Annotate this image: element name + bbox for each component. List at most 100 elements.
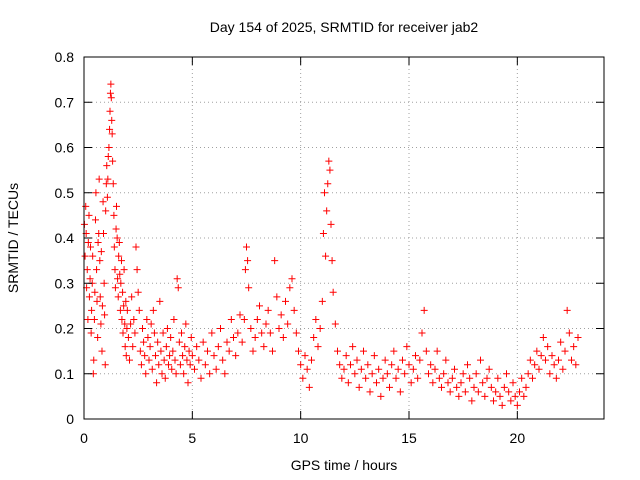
data-point	[90, 315, 98, 323]
data-point	[531, 361, 539, 369]
data-point	[275, 325, 283, 332]
data-point	[490, 397, 497, 405]
data-point	[127, 320, 135, 328]
y-tick-label: 0.6	[55, 140, 75, 156]
data-point	[217, 325, 224, 332]
data-point	[134, 288, 142, 296]
data-point	[507, 397, 515, 405]
data-point	[146, 343, 154, 351]
data-point	[357, 365, 365, 373]
data-point	[136, 347, 144, 355]
data-point	[116, 270, 124, 278]
data-point	[240, 315, 248, 323]
data-point	[184, 379, 192, 387]
data-point	[214, 343, 222, 351]
data-point	[180, 370, 188, 378]
data-point	[106, 107, 114, 115]
data-point	[88, 306, 96, 314]
data-point	[370, 352, 378, 360]
data-point	[191, 365, 198, 373]
data-point	[107, 94, 115, 102]
data-point	[124, 334, 132, 342]
data-point	[420, 306, 428, 314]
data-point	[513, 401, 521, 409]
data-point	[498, 401, 506, 409]
data-point	[399, 356, 406, 364]
data-point	[292, 329, 300, 337]
data-point	[178, 329, 185, 337]
data-point	[132, 243, 140, 251]
data-point	[518, 374, 526, 382]
data-point	[238, 338, 246, 346]
data-point	[258, 329, 266, 337]
data-point	[159, 329, 167, 337]
data-point	[97, 320, 105, 328]
data-point	[414, 374, 422, 382]
data-point	[141, 352, 149, 360]
data-point	[548, 352, 556, 360]
data-point	[386, 383, 393, 391]
data-point	[126, 356, 133, 364]
data-point	[466, 374, 474, 382]
data-point	[468, 397, 476, 405]
data-point	[459, 370, 467, 378]
data-point	[366, 388, 374, 396]
data-point	[542, 356, 549, 364]
data-point	[157, 347, 165, 355]
data-point	[444, 379, 452, 387]
data-point	[174, 284, 182, 292]
data-point	[123, 306, 131, 314]
data-point	[455, 392, 463, 400]
data-point	[241, 266, 249, 274]
data-point	[416, 356, 424, 364]
data-point	[206, 370, 214, 378]
data-point	[84, 239, 92, 247]
y-tick-label: 0	[66, 411, 74, 427]
data-point	[284, 320, 292, 328]
data-point	[188, 352, 196, 360]
data-point	[137, 361, 145, 369]
x-tick-label: 0	[80, 430, 88, 446]
data-point	[148, 365, 156, 373]
data-point	[524, 370, 532, 378]
data-point	[442, 356, 450, 364]
data-point	[334, 347, 341, 355]
data-point	[81, 252, 89, 260]
data-point	[169, 347, 177, 355]
data-point	[130, 315, 138, 323]
data-point	[266, 329, 274, 337]
data-point	[297, 361, 305, 369]
data-point	[173, 275, 181, 283]
data-point	[90, 356, 98, 364]
data-point	[85, 211, 93, 219]
data-point	[110, 211, 118, 219]
data-point	[114, 275, 122, 283]
data-point	[409, 365, 417, 373]
data-point	[199, 338, 207, 346]
data-point	[407, 379, 415, 387]
data-point	[405, 361, 413, 369]
data-point	[379, 374, 387, 382]
data-point	[131, 329, 139, 337]
data-point	[451, 365, 458, 373]
data-point	[557, 338, 565, 346]
data-point	[344, 379, 352, 387]
data-point	[120, 302, 128, 310]
data-point	[135, 306, 143, 314]
data-point	[364, 361, 372, 369]
data-point	[570, 343, 578, 351]
data-point	[100, 279, 108, 287]
data-point	[219, 356, 227, 364]
data-point	[102, 207, 110, 215]
data-point	[152, 352, 159, 360]
data-point	[119, 329, 127, 337]
data-point	[303, 365, 311, 373]
y-tick-label: 0.5	[55, 185, 75, 201]
grid-lines	[84, 57, 604, 419]
data-point	[273, 293, 281, 301]
data-point	[160, 356, 168, 364]
data-point	[331, 320, 339, 328]
data-point	[511, 392, 519, 400]
x-tick-label: 10	[293, 430, 309, 446]
